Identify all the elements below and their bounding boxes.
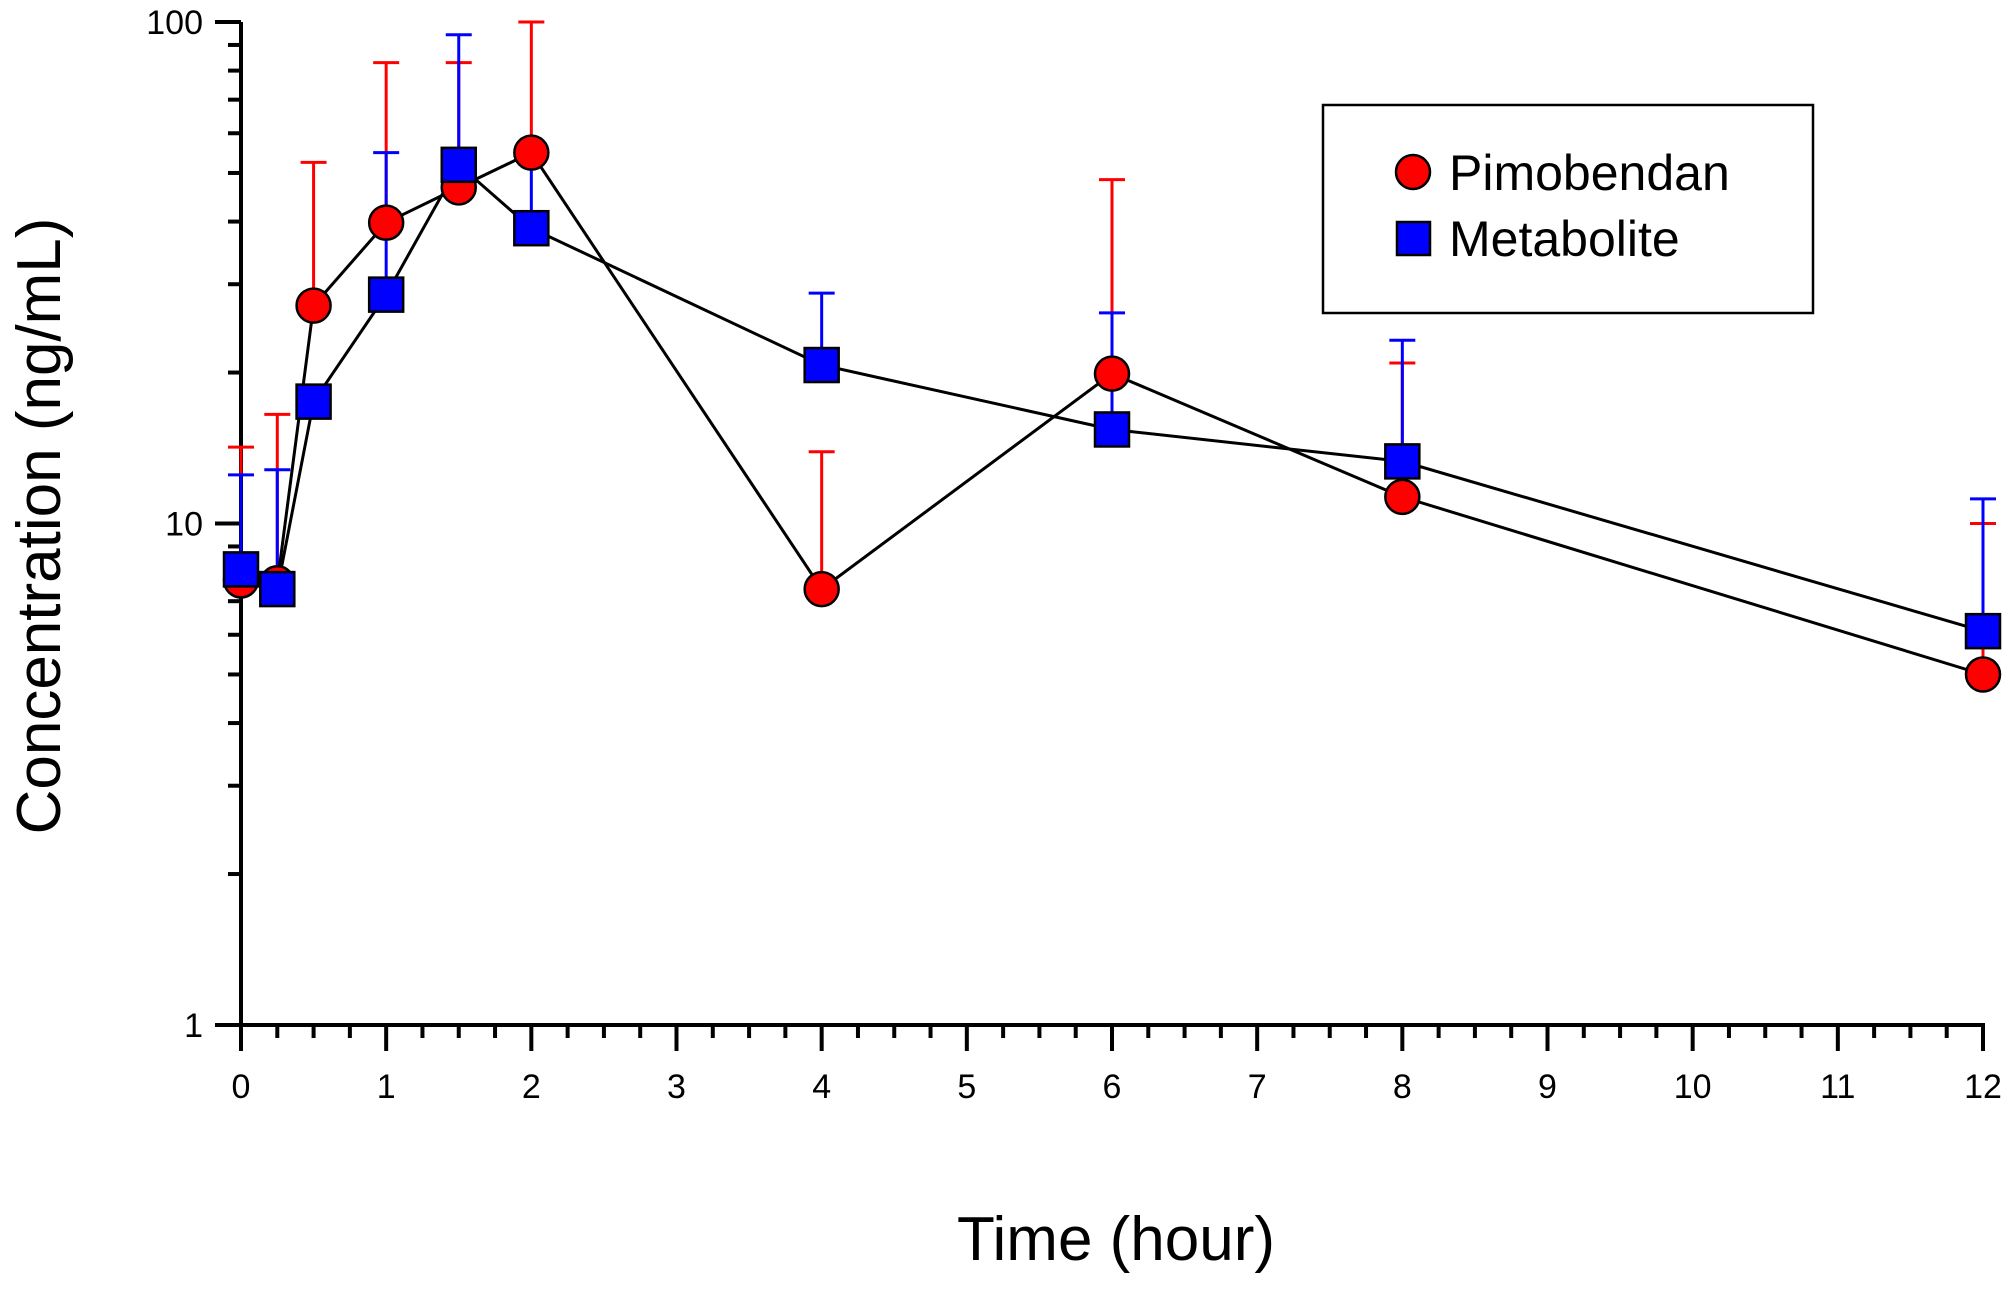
data-point-metabolite [222,551,260,588]
data-point-metabolite [367,276,405,313]
legend-label-metabolite: Metabolite [1449,211,1680,267]
x-tick-label: 3 [667,1068,686,1106]
data-point-metabolite [440,146,477,184]
legend-marker-metabolite [1395,220,1432,257]
data-point-metabolite [1964,612,2002,650]
data-point-metabolite [803,346,840,384]
data-point-metabolite [295,383,332,420]
x-tick-label: 10 [1674,1068,1712,1106]
x-axis-title: Time (hour) [957,1205,1275,1274]
x-tick-label: 5 [957,1068,976,1106]
series-markers [222,134,2002,693]
x-tick-label: 0 [232,1068,251,1106]
data-point-pimobendan [513,134,550,171]
x-tick-label: 8 [1393,1068,1412,1106]
data-point-metabolite [513,209,550,247]
data-point-metabolite [1384,443,1421,480]
data-point-pimobendan [1093,355,1131,392]
data-point-pimobendan [1384,478,1421,516]
data-point-metabolite [1093,411,1131,448]
x-tick-label: 7 [1248,1068,1267,1106]
legend: Pimobendan Metabolite [1321,103,1815,315]
x-tick-label: 11 [1820,1068,1855,1106]
x-tick-label: 2 [522,1068,541,1106]
legend-box [1321,103,1815,315]
y-tick-label: 1 [184,1007,203,1045]
legend-marker-pimobendan [1394,153,1432,191]
y-tick-label: 100 [146,4,203,42]
x-tick-label: 1 [377,1068,396,1106]
data-point-pimobendan [295,287,332,324]
series-lines [240,150,1984,676]
series-line-pimobendan [240,150,1984,676]
data-point-pimobendan [803,570,840,608]
data-point-metabolite [259,570,296,608]
y-axis-title: Concentration (ng/mL) [5,218,74,835]
legend-label-pimobendan: Pimobendan [1449,145,1730,201]
y-tick-label: 10 [165,506,203,544]
x-tick-label: 4 [812,1068,831,1106]
x-tick-label: 9 [1538,1068,1557,1106]
series-line-metabolite [240,162,1984,633]
x-tick-label: 6 [1103,1068,1122,1106]
data-point-pimobendan [367,204,405,241]
data-point-pimobendan [1964,656,2002,693]
x-tick-label: 12 [1964,1068,2002,1106]
